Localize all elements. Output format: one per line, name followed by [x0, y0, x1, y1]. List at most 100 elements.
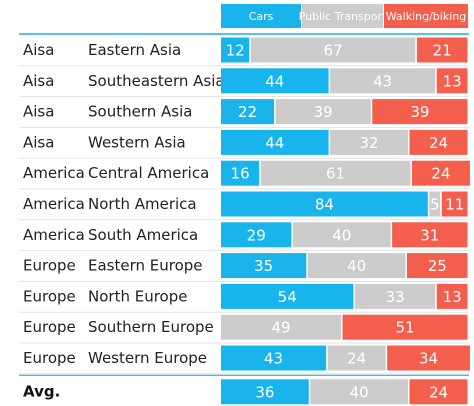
table-row: Aisa Eastern Asia 12 67 21: [19, 37, 469, 67]
region-label: Europe: [23, 318, 76, 336]
avg-value-0: 36: [255, 383, 274, 401]
subregion-label: Western Europe: [88, 349, 207, 367]
subregion-label: Eastern Europe: [88, 257, 203, 275]
legend-header: Cars Public Transport Walking/biking: [19, 4, 469, 35]
row-4-value-2: 24: [431, 165, 450, 183]
row-4-bar-2: [411, 160, 470, 186]
row-8-value-1: 33: [386, 288, 405, 306]
region-label: Aisa: [23, 72, 54, 90]
region-label: America: [23, 195, 85, 213]
row-10-bar-1: [327, 345, 386, 371]
row-1-value-1: 43: [373, 72, 392, 90]
avg-bar-1: [310, 379, 408, 405]
row-10-value-1: 24: [347, 350, 366, 368]
row-4-bar-0: [221, 160, 260, 186]
row-2-value-1: 39: [314, 103, 333, 121]
table-row: Aisa Western Asia 44 32 24: [19, 129, 469, 159]
row-4-value-0: 16: [231, 165, 250, 183]
row-9-value-1: 49: [271, 319, 290, 337]
row-6-bar-1: [292, 222, 391, 248]
row-10-bar-0: [221, 345, 327, 371]
row-1-value-2: 13: [443, 72, 462, 90]
table-row: Aisa Southeastern Asia 44 43 13: [19, 68, 469, 98]
row-0-value-0: 12: [226, 42, 245, 60]
row-9-bar-1: [221, 314, 342, 340]
row-5-value-0: 84: [315, 196, 334, 214]
row-2-bar-1: [275, 99, 371, 125]
row-0-value-1: 67: [324, 42, 343, 60]
subregion-label: Western Asia: [88, 133, 186, 151]
row-3-value-1: 32: [360, 134, 379, 152]
legend-swatch-0: [221, 4, 301, 28]
subregion-label: North America: [88, 195, 197, 213]
row-1-value-0: 44: [265, 72, 284, 90]
row-2-value-2: 39: [410, 103, 429, 121]
subregion-label: Southeastern Asia: [88, 72, 225, 90]
row-8-value-2: 13: [443, 288, 462, 306]
row-0-value-2: 21: [433, 42, 452, 60]
row-6-value-2: 31: [420, 226, 439, 244]
avg-bar-2: [409, 379, 468, 405]
region-label: Aisa: [23, 103, 54, 121]
region-label: Europe: [23, 287, 76, 305]
row-10-bar-2: [387, 345, 470, 371]
chart-rows: Aisa Eastern Asia 12 67 21 Aisa Southeastern A…: [19, 37, 470, 375]
subregion-label: South America: [88, 226, 198, 244]
row-8-bar-0: [221, 283, 354, 309]
row-7-value-1: 40: [347, 257, 366, 275]
row-5-value-1: 5: [430, 196, 440, 214]
row-2-bar-2: [372, 99, 468, 125]
subregion-label: Eastern Asia: [88, 41, 181, 59]
row-6-value-1: 40: [332, 226, 351, 244]
row-8-bar-2: [436, 283, 468, 309]
row-4-bar-1: [260, 160, 411, 186]
row-8-value-0: 54: [278, 288, 297, 306]
row-7-bar-2: [407, 253, 468, 279]
region-label: Europe: [23, 257, 76, 275]
row-9-bar-2: [342, 314, 468, 340]
region-label: Aisa: [23, 41, 54, 59]
row-3-value-0: 44: [265, 134, 284, 152]
row-2-value-0: 22: [238, 103, 257, 121]
subregion-label: Southern Asia: [88, 103, 192, 121]
row-7-bar-1: [307, 253, 406, 279]
legend-swatch-2: [384, 4, 468, 28]
subregion-label: Southern Europe: [88, 318, 214, 336]
region-label: America: [23, 164, 85, 182]
table-row: Aisa Southern Asia 22 39 39: [19, 99, 469, 128]
row-3-bar-1: [330, 129, 408, 155]
row-1-bar-0: [221, 68, 329, 94]
row-6-bar-2: [392, 222, 468, 248]
legend-label-2: Walking/biking: [386, 10, 466, 23]
table-row: Europe North Europe 54 33 13: [19, 283, 469, 313]
row-1-bar-2: [436, 68, 468, 94]
avg-value-2: 24: [429, 383, 448, 401]
table-row: America South America 29 40 31: [19, 222, 469, 252]
row-5-bar-2: [441, 191, 468, 217]
region-label: Aisa: [23, 133, 54, 151]
table-row: America Central America 16 61 24: [19, 160, 470, 190]
row-5-bar-1: [429, 191, 441, 217]
row-3-bar-0: [221, 129, 329, 155]
row-7-bar-0: [221, 253, 307, 279]
row-4-value-1: 61: [326, 165, 345, 183]
row-0-bar-1: [250, 37, 416, 63]
row-6-bar-0: [221, 222, 292, 248]
subregion-label: North Europe: [88, 287, 187, 305]
table-row: Europe Eastern Europe 35 40 25: [19, 253, 469, 282]
row-7-value-2: 25: [428, 257, 447, 275]
row-10-value-2: 34: [419, 350, 438, 368]
row-9-value-2: 51: [395, 319, 414, 337]
region-label: Europe: [23, 349, 76, 367]
subregion-label: Central America: [88, 164, 209, 182]
row-6-value-0: 29: [247, 226, 266, 244]
average-row: Avg. 36 40 24: [19, 374, 469, 405]
row-1-bar-1: [330, 68, 436, 94]
row-7-value-0: 35: [254, 257, 273, 275]
legend-label-1: Public Transport: [299, 10, 387, 23]
row-8-bar-1: [354, 283, 436, 309]
row-3-bar-2: [409, 129, 468, 155]
row-3-value-2: 24: [429, 134, 448, 152]
avg-bar-0: [221, 379, 309, 405]
